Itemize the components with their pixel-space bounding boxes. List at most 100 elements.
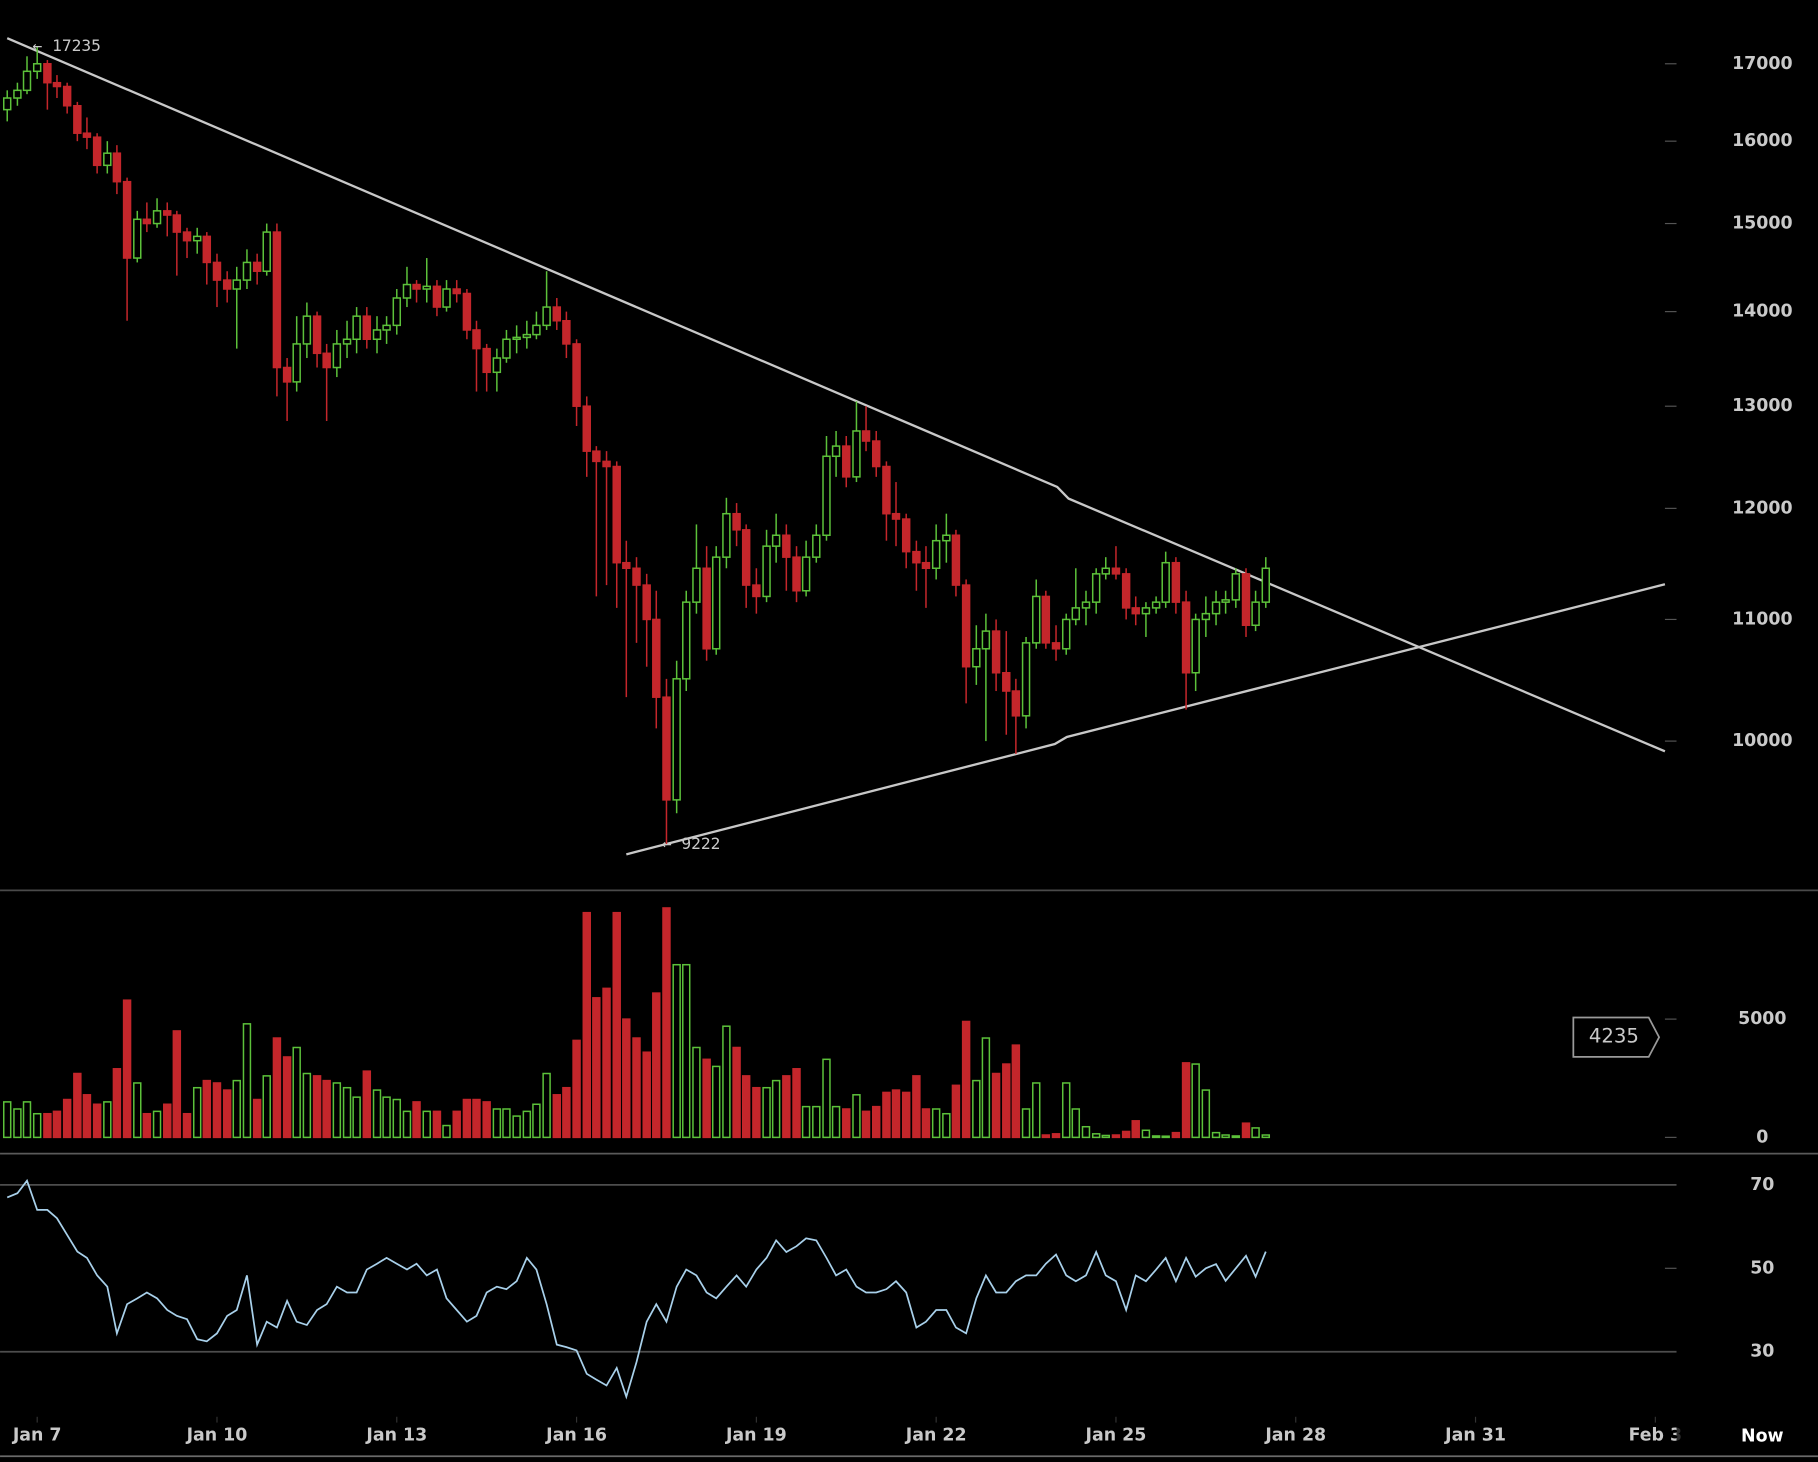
volume-bar — [1061, 1082, 1071, 1139]
price-annotation: ← 17235 — [33, 36, 101, 55]
candle-body — [562, 320, 571, 345]
y-tick-label: 14000 — [1732, 302, 1792, 322]
volume-bar — [1181, 1062, 1191, 1139]
candle-body — [222, 279, 232, 290]
volume-bar — [991, 1072, 1001, 1139]
candle-body — [1032, 595, 1041, 644]
volume-bar — [142, 1112, 152, 1139]
candle-body — [972, 648, 981, 668]
candle-body — [13, 89, 22, 99]
candle-body — [192, 235, 202, 242]
volume-bar — [662, 907, 671, 1139]
volume-bar — [512, 1115, 521, 1139]
volume-bar — [752, 1086, 761, 1139]
candle-body — [711, 556, 721, 650]
candle-body — [432, 285, 442, 308]
volume-bar — [672, 963, 681, 1139]
volume-bar — [1021, 1108, 1031, 1139]
candle-body — [612, 465, 621, 564]
volume-bar — [771, 1079, 781, 1139]
x-tick-label: Jan 28 — [1264, 1425, 1326, 1445]
trend-line — [6, 37, 1666, 753]
volume-bar — [1002, 1063, 1011, 1139]
volume-bar — [1081, 1125, 1091, 1139]
candle-body — [981, 630, 991, 650]
candle-body — [542, 306, 551, 327]
volume-bar — [542, 1072, 551, 1139]
volume-bar — [711, 1065, 721, 1139]
volume-bar — [103, 1101, 112, 1139]
volume-bar — [912, 1075, 921, 1139]
volume-bar — [172, 1030, 182, 1139]
candle-body — [22, 70, 32, 92]
volume-bar — [13, 1108, 22, 1139]
volume-bar — [1121, 1130, 1131, 1139]
volume-bar — [852, 1094, 861, 1139]
candle-body — [1181, 601, 1191, 674]
volume-bar — [981, 1037, 991, 1139]
rsi-line — [6, 1178, 1267, 1400]
candle-body — [442, 288, 451, 308]
volume-bar — [622, 1018, 631, 1139]
volume-bar — [592, 997, 601, 1139]
y-tick-label: 17000 — [1732, 54, 1792, 74]
volume-bar — [412, 1101, 421, 1139]
candle-body — [1061, 618, 1071, 650]
volume-bar — [831, 1105, 841, 1139]
candle-body — [672, 678, 681, 801]
candle-body — [142, 218, 152, 225]
candle-body — [492, 357, 502, 374]
candle-body — [512, 336, 521, 341]
volume-bar — [1041, 1134, 1051, 1139]
y-tick-label: 15000 — [1732, 214, 1792, 234]
volume-bar — [152, 1110, 162, 1139]
volume-bar — [552, 1094, 562, 1139]
candle-body — [602, 460, 611, 468]
candle-body — [961, 584, 971, 668]
volume-bar — [642, 1051, 651, 1139]
candle-body — [831, 445, 841, 458]
volume-bar — [472, 1098, 481, 1139]
volume-bar — [442, 1124, 451, 1139]
candle-body — [552, 306, 562, 322]
y-tick-label: 10000 — [1732, 731, 1792, 751]
candle-body — [532, 324, 541, 336]
volume-bar — [822, 1058, 831, 1139]
volume-bar — [1201, 1089, 1211, 1139]
volume-bar — [801, 1105, 811, 1139]
volume-bar — [22, 1101, 32, 1139]
volume-bar — [232, 1079, 241, 1139]
axis-column-shade — [1676, 1419, 1818, 1454]
volume-bar — [332, 1082, 342, 1139]
x-tick-label: Jan 13 — [365, 1425, 427, 1445]
candle-body — [133, 218, 142, 259]
volume-bar — [812, 1105, 821, 1139]
volume-bar — [871, 1105, 881, 1139]
volume-bar — [1071, 1108, 1081, 1139]
x-tick-label: Jan 7 — [12, 1425, 62, 1445]
candle-body — [482, 347, 491, 374]
volume-bar — [1171, 1131, 1181, 1139]
candle-body — [1161, 561, 1170, 603]
candle-body — [1241, 573, 1251, 627]
candle-body — [921, 561, 931, 570]
volume-bar — [382, 1096, 391, 1139]
candle-body — [2, 97, 12, 111]
volume-bar — [632, 1037, 641, 1139]
volume-bar — [452, 1110, 461, 1139]
volume-bar — [931, 1108, 941, 1139]
candle-body — [991, 630, 1001, 674]
candle-body — [682, 601, 691, 680]
candle-body — [1081, 601, 1091, 609]
volume-bar — [732, 1046, 741, 1139]
y-tick-label: 11000 — [1732, 609, 1792, 629]
candle-body — [1191, 618, 1200, 674]
candle-body — [272, 231, 282, 369]
candle-body — [642, 584, 651, 621]
volume-bar — [432, 1110, 442, 1139]
candle-body — [32, 63, 42, 73]
x-tick-label: Jan 16 — [545, 1425, 607, 1445]
volume-bar — [942, 1112, 951, 1139]
